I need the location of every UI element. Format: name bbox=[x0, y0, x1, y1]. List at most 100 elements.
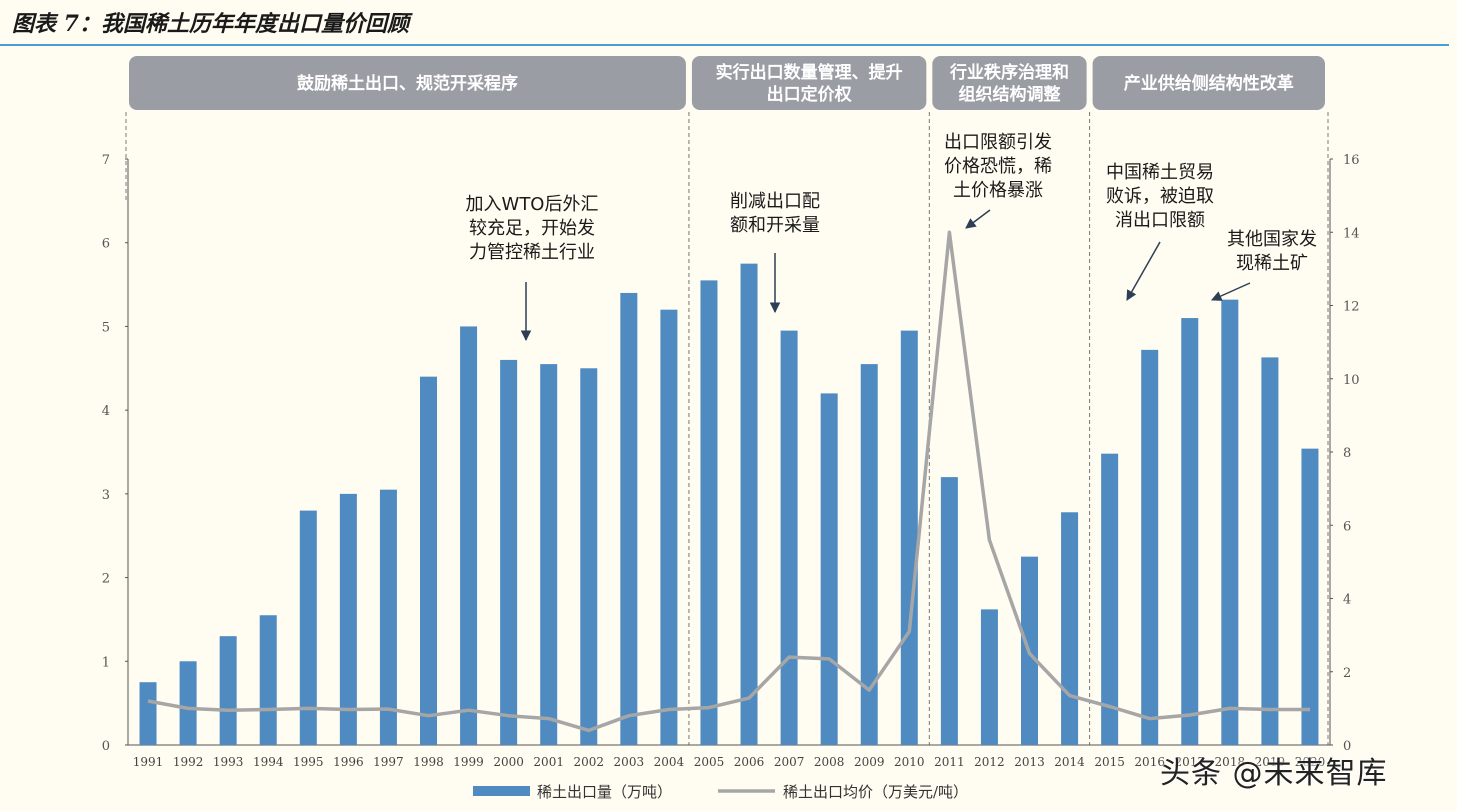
bar-2015 bbox=[1101, 453, 1119, 745]
left-tick-label: 0 bbox=[102, 739, 110, 754]
bar-2004 bbox=[660, 309, 678, 745]
x-tick-label: 2014 bbox=[1054, 755, 1085, 769]
bar-2008 bbox=[820, 393, 838, 745]
phase-label: 产业供给侧结构性改革 bbox=[1124, 73, 1294, 94]
left-tick-label: 7 bbox=[102, 153, 110, 168]
x-tick-label: 1999 bbox=[453, 755, 484, 769]
bar-1998 bbox=[420, 376, 437, 745]
bar-2005 bbox=[700, 280, 718, 745]
bar-2003 bbox=[620, 292, 638, 745]
x-tick-label: 2009 bbox=[854, 755, 885, 769]
x-tick-label: 2016 bbox=[1134, 755, 1165, 769]
phase-label: 鼓励稀土出口、规范开采程序 bbox=[297, 73, 518, 94]
x-tick-label: 2017 bbox=[1174, 755, 1205, 769]
bar-2019 bbox=[1261, 357, 1279, 745]
x-tick-label: 1992 bbox=[173, 755, 204, 769]
left-tick-label: 2 bbox=[102, 572, 110, 587]
phase-label: 组织结构调整 bbox=[958, 84, 1060, 105]
bar-2006 bbox=[740, 263, 758, 745]
watermark: 头条 @未来智库 bbox=[1160, 756, 1388, 791]
right-tick-label: 6 bbox=[1343, 519, 1351, 534]
bar-2009 bbox=[860, 364, 878, 745]
legend-label-price: 稀土出口均价（万美元/吨） bbox=[783, 783, 968, 801]
bar-series bbox=[139, 263, 1319, 745]
annotation-text: 中国稀土贸易 bbox=[1106, 162, 1214, 183]
right-tick-label: 8 bbox=[1343, 446, 1351, 461]
x-tick-label: 2003 bbox=[614, 755, 645, 769]
x-tick-label: 1995 bbox=[293, 755, 324, 769]
right-tick-label: 4 bbox=[1343, 593, 1351, 608]
bar-2001 bbox=[540, 364, 558, 745]
title-rule bbox=[0, 44, 1449, 46]
phase-banner bbox=[129, 56, 686, 110]
x-tick-label: 2020 bbox=[1295, 755, 1326, 769]
x-tick-label: 2011 bbox=[934, 755, 965, 769]
annotation-text: 加入WTO后外汇 bbox=[466, 194, 599, 215]
phase-label: 出口定价权 bbox=[767, 84, 853, 105]
bar-1999 bbox=[460, 326, 478, 745]
phase-banner bbox=[691, 56, 927, 110]
x-tick-label: 1997 bbox=[373, 755, 404, 769]
x-tick-label: 2015 bbox=[1094, 755, 1125, 769]
x-tick-label: 2004 bbox=[654, 755, 685, 769]
x-tick-label: 2002 bbox=[573, 755, 604, 769]
right-tick-label: 16 bbox=[1343, 153, 1360, 168]
annotation-arrow bbox=[965, 209, 991, 229]
x-tick-label: 2013 bbox=[1014, 755, 1045, 769]
bar-2000 bbox=[500, 359, 518, 745]
bar-1997 bbox=[379, 489, 397, 745]
annotation-arrow bbox=[1211, 282, 1251, 301]
x-tick-label: 1996 bbox=[333, 755, 364, 769]
bar-2017 bbox=[1181, 318, 1199, 745]
bar-2014 bbox=[1061, 512, 1079, 745]
bar-1991 bbox=[139, 682, 157, 745]
x-tick-label: 1994 bbox=[253, 755, 284, 769]
x-tick-labels: 1991 1992 1993 1994 1995 1996 1997 1998 1999 2000… bbox=[133, 755, 1325, 769]
x-tick-label: 1993 bbox=[213, 755, 244, 769]
x-tick-label: 2019 bbox=[1255, 755, 1286, 769]
right-tick-label: 0 bbox=[1343, 739, 1351, 754]
x-tick-label: 2001 bbox=[533, 755, 564, 769]
annotation-text: 土价格暴涨 bbox=[953, 180, 1043, 201]
right-tick-label: 14 bbox=[1343, 226, 1360, 241]
left-tick-label: 1 bbox=[102, 655, 110, 670]
phase-banner bbox=[932, 56, 1087, 110]
left-tick-label: 3 bbox=[102, 488, 110, 503]
annotation-text: 额和开采量 bbox=[730, 215, 820, 236]
bar-2011 bbox=[940, 477, 958, 745]
annotation-text: 其他国家发 bbox=[1227, 229, 1317, 250]
annotation-text: 较充足，开始发 bbox=[469, 218, 595, 239]
left-tick-label: 6 bbox=[102, 237, 110, 252]
annotation-text: 力管控稀土行业 bbox=[469, 242, 595, 263]
phase-banner bbox=[1092, 56, 1325, 110]
bar-1992 bbox=[179, 661, 197, 745]
bar-2007 bbox=[780, 330, 798, 745]
x-tick-label: 2008 bbox=[814, 755, 845, 769]
x-tick-label: 2018 bbox=[1215, 755, 1246, 769]
bar-2002 bbox=[580, 368, 598, 745]
bar-2010 bbox=[900, 330, 918, 745]
figure-title: 图表 7：我国稀土历年年度出口量价回顾 bbox=[12, 11, 409, 37]
bar-1993 bbox=[219, 636, 237, 745]
annotation-text: 消出口限额 bbox=[1115, 210, 1205, 231]
annotation-text: 价格恐慌，稀 bbox=[944, 156, 1052, 177]
bar-2020 bbox=[1301, 448, 1319, 745]
x-tick-label: 2012 bbox=[974, 755, 1005, 769]
bar-1995 bbox=[299, 510, 317, 745]
bar-1994 bbox=[259, 615, 277, 745]
legend: 稀土出口量（万吨） 稀土出口均价（万美元/吨） bbox=[473, 783, 968, 801]
x-tick-label: 2007 bbox=[774, 755, 805, 769]
annotation-arrow bbox=[1126, 241, 1161, 301]
price-line bbox=[147, 230, 1310, 733]
annotation-text: 出口限额引发 bbox=[944, 132, 1052, 153]
annotation-text: 败诉，被迫取 bbox=[1106, 186, 1214, 207]
annotation-text: 现稀土矿 bbox=[1236, 253, 1308, 274]
legend-label-volume: 稀土出口量（万吨） bbox=[537, 783, 672, 801]
phase-label: 行业秩序治理和 bbox=[949, 62, 1069, 83]
bar-2016 bbox=[1141, 349, 1159, 745]
line-series bbox=[147, 230, 1310, 733]
